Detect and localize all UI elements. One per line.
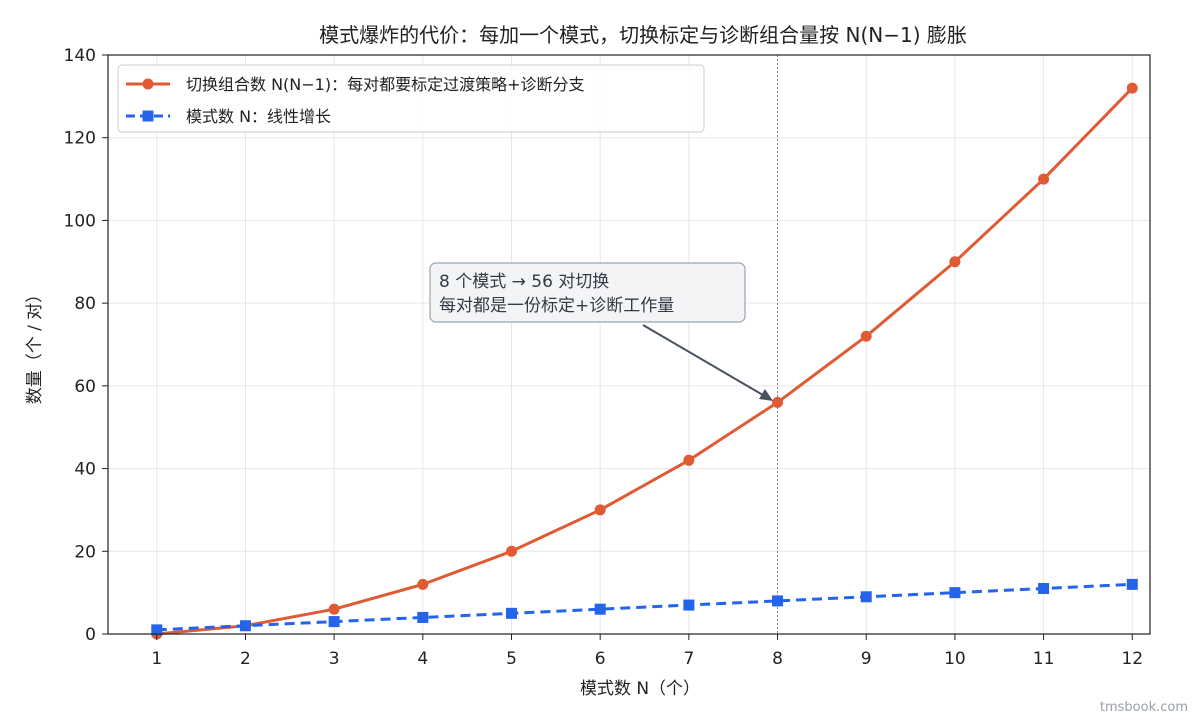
legend-box — [117, 64, 705, 133]
y-tick-label: 60 — [74, 377, 96, 397]
series-point-0 — [417, 578, 429, 590]
series-point-1 — [594, 603, 606, 615]
annotation-line-1: 8 个模式 → 56 对切换 — [439, 272, 609, 292]
x-tick-label: 7 — [683, 649, 694, 669]
annotation-arrow — [642, 324, 769, 399]
series-point-1 — [417, 611, 429, 623]
y-tick-label: 0 — [85, 625, 96, 645]
series-point-0 — [594, 504, 606, 516]
series-point-0 — [505, 545, 517, 557]
series-point-1 — [151, 624, 163, 636]
series-point-0 — [860, 330, 872, 342]
series-point-1 — [328, 616, 340, 628]
x-tick-label: 9 — [861, 649, 872, 669]
x-tick-label: 8 — [772, 649, 783, 669]
series-line-1 — [156, 582, 1133, 632]
plot-frame — [107, 54, 1151, 635]
series-line-0 — [156, 87, 1134, 636]
series-point-1 — [1126, 578, 1138, 590]
x-tick-label: 1 — [151, 649, 162, 669]
x-tick-label: 3 — [329, 649, 340, 669]
series-layer — [151, 82, 1138, 640]
x-tick-label: 5 — [506, 649, 517, 669]
series-point-0 — [772, 396, 784, 408]
x-tick-label: 4 — [417, 649, 428, 669]
x-tick-label: 11 — [1033, 649, 1055, 669]
chart-title: 模式爆炸的代价：每加一个模式，切换标定与诊断组合量按 N(N−1) 膨胀 — [319, 23, 967, 47]
legend-entry-linear: 模式数 N：线性增长 — [126, 107, 331, 126]
x-axis-label: 模式数 N（个） — [580, 679, 700, 699]
series-point-0 — [683, 454, 695, 466]
watermark: tmsbook.com — [1100, 700, 1188, 715]
y-tick-label: 100 — [64, 211, 96, 231]
legend: 切换组合数 N(N−1)：每对都要标定过渡策略+诊断分支 模式数 N：线性增长 — [117, 64, 705, 133]
y-tick-label: 120 — [64, 129, 96, 149]
series-point-1 — [1038, 583, 1050, 595]
series-point-1 — [949, 587, 961, 599]
series-point-1 — [860, 591, 872, 603]
series-point-1 — [683, 599, 695, 611]
grid — [108, 54, 1150, 635]
x-tick-label: 2 — [240, 649, 251, 669]
y-tick-label: 40 — [74, 460, 96, 480]
series-point-1 — [239, 620, 251, 632]
legend-marker-linear — [142, 110, 154, 122]
y-axis-label: 数量（个 / 对） — [25, 286, 45, 405]
x-tick-label: 10 — [944, 649, 966, 669]
legend-label-linear: 模式数 N：线性增长 — [186, 107, 331, 126]
annotation-arrowhead — [759, 389, 773, 401]
series-point-0 — [328, 603, 340, 615]
legend-marker-quadratic — [142, 78, 154, 90]
legend-entry-quadratic: 切换组合数 N(N−1)：每对都要标定过渡策略+诊断分支 — [126, 75, 585, 94]
annotation: 8 个模式 → 56 对切换 每对都是一份标定+诊断工作量 — [429, 262, 773, 401]
annotation-box — [429, 262, 746, 323]
series-point-1 — [505, 607, 517, 619]
series-point-0 — [1038, 173, 1050, 185]
y-tick-label: 140 — [64, 46, 96, 66]
x-tick-label: 12 — [1121, 649, 1143, 669]
legend-label-quadratic: 切换组合数 N(N−1)：每对都要标定过渡策略+诊断分支 — [186, 75, 585, 94]
y-tick-label: 80 — [74, 294, 96, 314]
series-point-0 — [1126, 82, 1138, 94]
series-point-1 — [772, 595, 784, 607]
y-tick-label: 20 — [74, 542, 96, 562]
annotation-line-2: 每对都是一份标定+诊断工作量 — [439, 296, 674, 316]
x-tick-label: 6 — [595, 649, 606, 669]
series-point-0 — [949, 256, 961, 268]
